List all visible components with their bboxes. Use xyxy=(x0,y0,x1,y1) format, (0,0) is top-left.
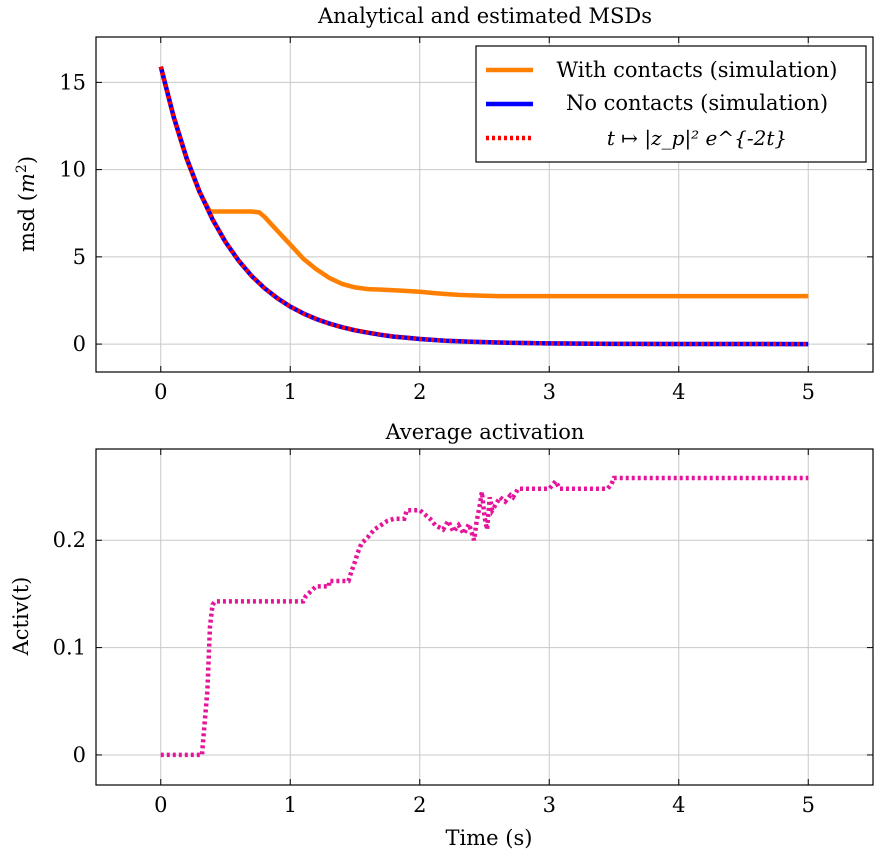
legend-item-with-contacts: With contacts (simulation) xyxy=(486,58,838,82)
msd-chart-title: Analytical and estimated MSDs xyxy=(317,4,652,28)
msd-series-line-0 xyxy=(158,66,809,299)
activation-y-axis-label: Activ(t) xyxy=(9,577,33,657)
activation-grid xyxy=(96,449,873,785)
activation-x-tick-label: 1 xyxy=(284,793,297,817)
activation-chart: Average activation 0 1 2 3 4 5 0 0.1 0.2 Activ(t… xyxy=(9,420,874,850)
activation-chart-title: Average activation xyxy=(385,420,585,444)
activation-y-tick-label: 0.1 xyxy=(53,636,86,660)
msd-x-tick-label: 2 xyxy=(413,380,426,404)
msd-x-tick-label: 3 xyxy=(543,380,556,404)
activation-x-tick-label: 5 xyxy=(802,793,815,817)
activation-series-group xyxy=(160,475,809,758)
legend-label-with-contacts: With contacts (simulation) xyxy=(557,58,838,82)
msd-chart: Analytical and estimated MSDs 0 1 2 3 4 5 0 5 10… xyxy=(14,4,874,404)
activation-ticks: 0 1 2 3 4 5 0 0.1 0.2 xyxy=(53,449,873,817)
legend-box xyxy=(475,45,867,163)
activation-plot-frame xyxy=(95,448,874,786)
activation-x-axis-label: Time (s) xyxy=(446,826,533,850)
msd-x-tick-label: 0 xyxy=(154,380,167,404)
msd-series-line-2 xyxy=(158,66,809,347)
activation-x-tick-label: 0 xyxy=(154,793,167,817)
msd-y-tick-label: 10 xyxy=(59,158,86,182)
msd-legend: With contacts (simulation) No contacts (… xyxy=(475,45,867,163)
msd-x-tick-label: 1 xyxy=(284,380,297,404)
activation-x-tick-label: 4 xyxy=(672,793,685,817)
activation-y-tick-label: 0.2 xyxy=(53,528,86,552)
legend-item-no-contacts: No contacts (simulation) xyxy=(486,91,828,115)
msd-x-tick-label: 4 xyxy=(672,380,685,404)
msd-ticks: 0 1 2 3 4 5 0 5 10 15 xyxy=(59,37,873,404)
msd-y-tick-label: 15 xyxy=(59,70,86,94)
msd-x-tick-label: 5 xyxy=(802,380,815,404)
msd-series-group xyxy=(158,66,809,347)
legend-item-analytical: t ↦ |z_p|² e^{-2t} xyxy=(486,126,787,151)
legend-label-analytical: t ↦ |z_p|² e^{-2t} xyxy=(607,126,787,151)
msd-y-tick-label: 0 xyxy=(73,332,86,356)
activation-series-line-0 xyxy=(160,475,809,758)
activation-x-tick-label: 3 xyxy=(543,793,556,817)
legend-label-no-contacts: No contacts (simulation) xyxy=(566,91,828,115)
activation-x-tick-label: 2 xyxy=(413,793,426,817)
msd-y-tick-label: 5 xyxy=(73,245,86,269)
msd-plot-frame xyxy=(95,36,874,373)
activation-y-tick-label: 0 xyxy=(73,743,86,767)
msd-y-axis-label: msd (m2) xyxy=(14,156,39,252)
